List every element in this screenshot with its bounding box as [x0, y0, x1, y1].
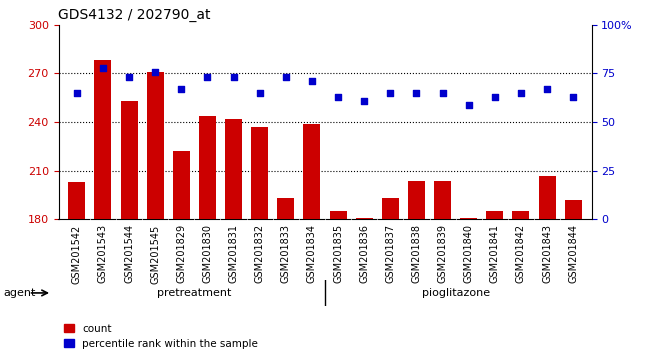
- Text: GSM201831: GSM201831: [229, 224, 239, 283]
- Point: [359, 98, 369, 103]
- Bar: [356, 218, 372, 354]
- Text: GSM201837: GSM201837: [385, 224, 395, 284]
- Text: GSM201835: GSM201835: [333, 224, 343, 284]
- Text: GSM201836: GSM201836: [359, 224, 369, 283]
- Point: [515, 90, 526, 96]
- Point: [437, 90, 448, 96]
- Point: [98, 65, 108, 70]
- Point: [385, 90, 395, 96]
- Text: GSM201834: GSM201834: [307, 224, 317, 283]
- Bar: [565, 200, 582, 354]
- Legend: count, percentile rank within the sample: count, percentile rank within the sample: [64, 324, 258, 349]
- Text: GSM201840: GSM201840: [463, 224, 474, 283]
- Bar: [251, 127, 268, 354]
- Bar: [225, 119, 242, 354]
- Bar: [408, 181, 425, 354]
- Bar: [512, 211, 530, 354]
- Bar: [460, 218, 477, 354]
- Text: agent: agent: [3, 288, 36, 298]
- Text: GSM201833: GSM201833: [281, 224, 291, 283]
- Text: GSM201542: GSM201542: [72, 224, 82, 284]
- Point: [463, 102, 474, 107]
- Bar: [147, 72, 164, 354]
- Text: GSM201830: GSM201830: [202, 224, 213, 283]
- Text: GSM201838: GSM201838: [411, 224, 421, 283]
- Text: GSM201543: GSM201543: [98, 224, 108, 284]
- Bar: [173, 152, 190, 354]
- Text: GSM201829: GSM201829: [176, 224, 187, 284]
- Bar: [278, 198, 294, 354]
- Bar: [199, 116, 216, 354]
- Text: GSM201839: GSM201839: [437, 224, 448, 283]
- Point: [411, 90, 422, 96]
- Text: GDS4132 / 202790_at: GDS4132 / 202790_at: [58, 8, 211, 22]
- Point: [72, 90, 82, 96]
- Text: GSM201842: GSM201842: [516, 224, 526, 284]
- Point: [150, 69, 161, 74]
- Bar: [486, 211, 503, 354]
- Point: [281, 74, 291, 80]
- Point: [176, 86, 187, 92]
- Point: [124, 74, 135, 80]
- Point: [202, 74, 213, 80]
- Bar: [68, 182, 85, 354]
- Bar: [539, 176, 556, 354]
- Point: [333, 94, 343, 99]
- Text: GSM201844: GSM201844: [568, 224, 578, 283]
- Text: GSM201841: GSM201841: [490, 224, 500, 283]
- Point: [542, 86, 552, 92]
- Bar: [382, 198, 399, 354]
- Bar: [330, 211, 346, 354]
- Text: GSM201832: GSM201832: [255, 224, 265, 284]
- Point: [489, 94, 500, 99]
- Text: GSM201843: GSM201843: [542, 224, 552, 283]
- Text: GSM201545: GSM201545: [150, 224, 160, 284]
- Text: pretreatment: pretreatment: [157, 288, 231, 298]
- Bar: [120, 101, 138, 354]
- Text: GSM201544: GSM201544: [124, 224, 134, 284]
- Bar: [434, 181, 451, 354]
- Point: [568, 94, 578, 99]
- Bar: [94, 61, 111, 354]
- Point: [255, 90, 265, 96]
- Point: [307, 78, 317, 84]
- Point: [228, 74, 239, 80]
- Bar: [304, 124, 320, 354]
- Text: pioglitazone: pioglitazone: [422, 288, 489, 298]
